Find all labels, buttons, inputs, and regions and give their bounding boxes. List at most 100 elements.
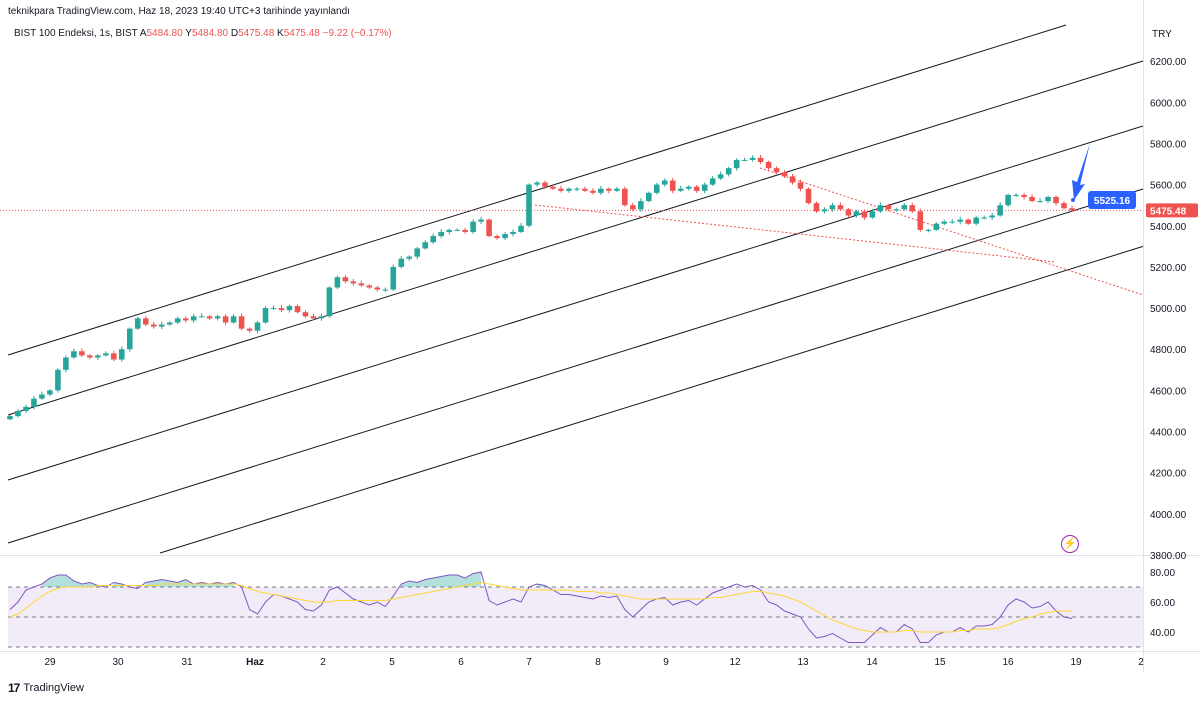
tradingview-logo-icon: 17 [8, 681, 20, 695]
rsi-pane[interactable] [8, 571, 1143, 648]
candle-body [23, 406, 29, 411]
candle-body [414, 248, 421, 257]
target-price-label: 5525.16 [1094, 196, 1131, 207]
candle-body [877, 205, 884, 212]
open-value: 5484.80 [146, 28, 183, 39]
candle-body [15, 410, 21, 417]
annotations: 5525.16 [1071, 143, 1136, 210]
price-tick-label: 5600.00 [1150, 181, 1187, 192]
candle-body [366, 285, 373, 288]
candle-body [1061, 203, 1067, 209]
high-value: 5484.80 [191, 28, 229, 39]
candle-body [95, 355, 101, 358]
candle-body [765, 161, 772, 169]
candle-body [542, 182, 548, 187]
rsi-tick-label: 60.00 [1150, 598, 1175, 609]
candle-body [781, 172, 788, 177]
candle-body [198, 316, 205, 318]
candle-body [909, 205, 916, 212]
candle-body [262, 308, 269, 323]
candle-body [382, 289, 389, 291]
candle-body [646, 192, 652, 202]
candle-body [797, 182, 804, 189]
close-label: K [277, 28, 284, 39]
candle-body [494, 236, 500, 239]
candle-body [717, 174, 724, 179]
price-tick-label: 4200.00 [1150, 469, 1187, 480]
price-tick-label: 4000.00 [1150, 510, 1187, 521]
trend-line-dotted [759, 167, 1144, 296]
candle-body [214, 316, 221, 319]
candles[interactable] [7, 154, 1075, 421]
candle-body [566, 188, 572, 191]
price-tick-label: 5800.00 [1150, 139, 1187, 150]
candle-body [310, 316, 317, 319]
candle-body [126, 328, 133, 350]
open-label: A [139, 28, 147, 39]
candle-body [486, 219, 492, 237]
time-tick-label: 19 [1070, 657, 1082, 668]
candle-body [118, 349, 125, 360]
candle-body [430, 236, 436, 243]
candle-body [63, 357, 69, 370]
price-tick-label: 5000.00 [1150, 304, 1187, 315]
time-tick-label: 2 [320, 657, 326, 668]
price-tick-label: 4600.00 [1150, 386, 1187, 397]
time-axis[interactable]: 29 30 31 Haz 2 5 6 7 8 9 12 13 14 15 16 19 2 [44, 657, 1144, 668]
candle-body [614, 188, 620, 191]
footer: 17 TradingView [8, 681, 84, 695]
candle-body [31, 398, 37, 407]
candle-body [941, 221, 948, 224]
time-tick-label: 14 [866, 657, 878, 668]
time-tick-label: 2 [1138, 657, 1144, 668]
chart-grid [0, 0, 1200, 672]
candle-body [518, 225, 524, 232]
last-price-tag [1146, 203, 1198, 218]
price-tick-label: 4800.00 [1150, 345, 1187, 356]
time-tick-label: 29 [44, 657, 56, 668]
candle-body [111, 353, 117, 360]
channel-line [159, 245, 1144, 554]
candle-body [1045, 196, 1051, 202]
candle-body [669, 180, 676, 191]
candle-body [390, 266, 397, 290]
candle-body [190, 316, 197, 321]
candle-body [677, 188, 684, 191]
candle-body [278, 308, 285, 311]
rsi-overbought-fill [145, 579, 234, 587]
time-tick-label: 30 [112, 657, 124, 668]
candle-body [829, 205, 836, 210]
candle-body [182, 318, 189, 321]
candle-body [150, 324, 157, 327]
time-tick-label: Haz [246, 657, 264, 668]
candle-body [1069, 208, 1075, 211]
candle-body [478, 219, 484, 222]
candle-body [574, 188, 580, 190]
price-axis[interactable]: TRY 6200.00 6000.00 5800.00 5600.00 5400.00 52… [1146, 29, 1198, 639]
time-tick-label: 8 [595, 657, 601, 668]
price-tick-label: 3800.00 [1150, 551, 1187, 562]
candle-body [158, 324, 165, 327]
candle-body [709, 178, 716, 185]
price-tick-label: 6200.00 [1150, 57, 1187, 68]
candle-body [653, 184, 660, 193]
candle-body [254, 322, 261, 331]
lightning-icon[interactable]: ⚡ [1061, 535, 1079, 553]
candle-body [773, 168, 780, 173]
rsi-overbought-fill [401, 572, 482, 587]
candle-body [142, 318, 149, 325]
time-tick-label: 5 [389, 657, 395, 668]
target-point [1071, 198, 1075, 203]
candle-body [997, 205, 1003, 216]
candle-body [550, 186, 556, 189]
candle-body [318, 316, 325, 319]
candle-body [1029, 196, 1035, 202]
candle-body [957, 219, 964, 222]
candle-body [246, 328, 253, 331]
high-label: Y [185, 28, 192, 39]
symbol-name[interactable]: BIST 100 Endeksi, 1s, BIST [14, 28, 138, 39]
candle-body [7, 416, 13, 420]
candle-body [526, 184, 532, 226]
price-tick-label: 5400.00 [1150, 222, 1187, 233]
